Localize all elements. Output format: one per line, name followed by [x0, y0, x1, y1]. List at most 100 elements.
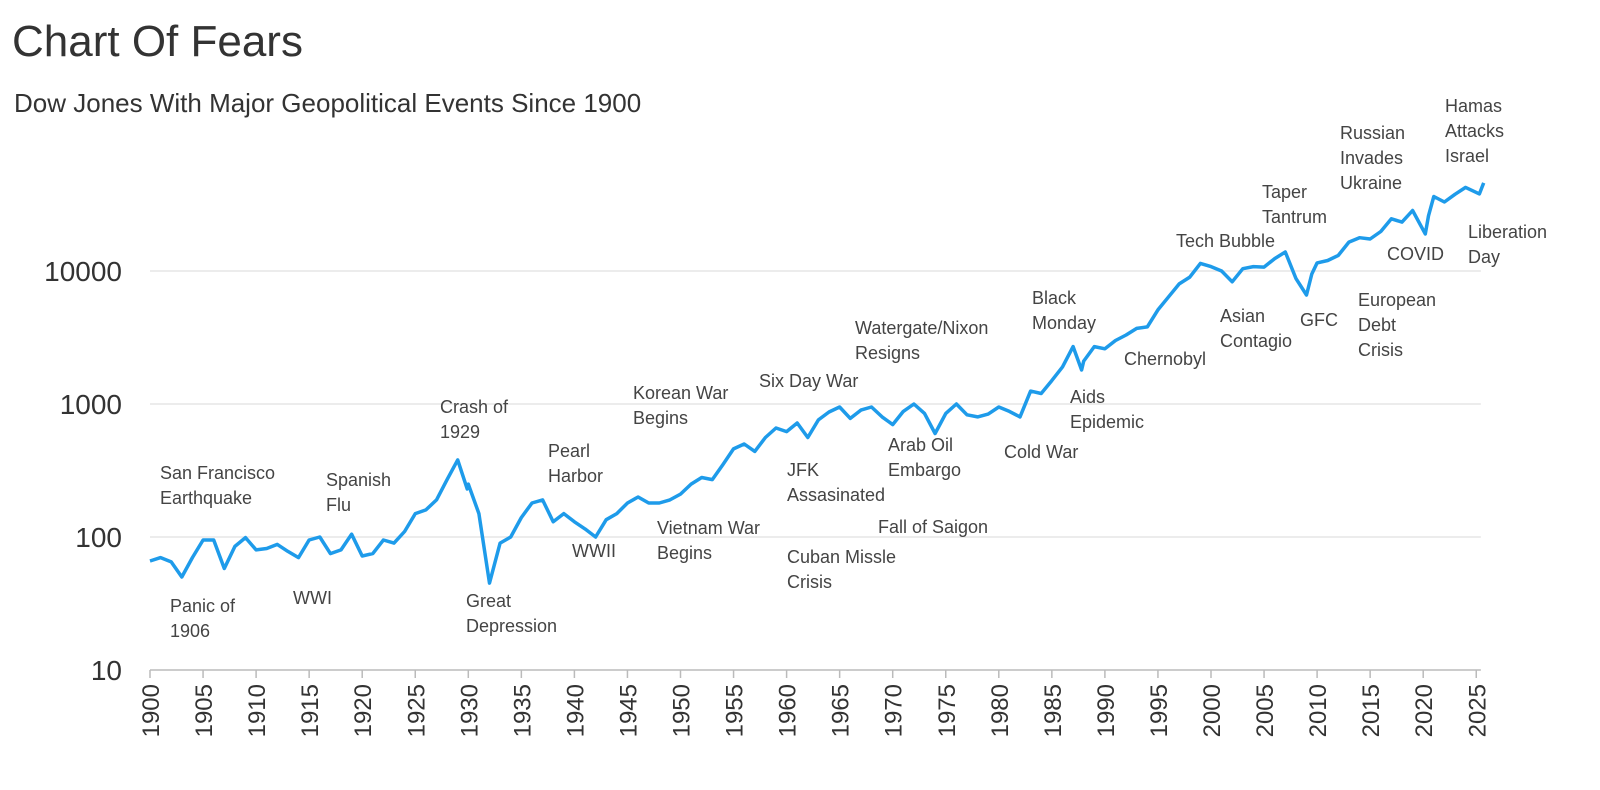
x-tick-label: 1920 — [350, 684, 377, 737]
x-tick-label: 1955 — [722, 684, 749, 737]
annotation: Cold War — [1004, 442, 1078, 462]
annotation-line: Russian — [1340, 123, 1405, 143]
annotation-line: JFK — [787, 460, 819, 480]
chart-subtitle: Dow Jones With Major Geopolitical Events… — [14, 88, 641, 118]
annotation-line: Epidemic — [1070, 412, 1144, 432]
annotation-line: Ukraine — [1340, 173, 1402, 193]
annotation-line: Vietnam War — [657, 518, 760, 538]
annotation: Korean War Begins — [633, 383, 728, 428]
annotation: Panic of 1906 — [170, 596, 236, 641]
annotation: Fall of Saigon — [878, 517, 988, 537]
annotation-line: Tech Bubble — [1176, 231, 1275, 251]
annotation-line: Invades — [1340, 148, 1403, 168]
y-tick-label: 10 — [91, 655, 122, 686]
annotation: Cuban Missle Crisis — [787, 547, 896, 592]
annotation-line: Depression — [466, 616, 557, 636]
annotation: Chernobyl — [1124, 349, 1206, 369]
annotation: Taper Tantrum — [1262, 182, 1327, 227]
annotation: Arab Oil Embargo — [888, 435, 961, 480]
x-tick-label: 1900 — [138, 684, 165, 737]
annotation: European Debt Crisis — [1358, 290, 1436, 360]
annotation-line: Cuban Missle — [787, 547, 896, 567]
x-tick-label: 1945 — [615, 684, 642, 737]
y-tick-label: 100 — [75, 522, 122, 553]
annotation: Liberation Day — [1468, 222, 1547, 267]
annotation-line: Aids — [1070, 387, 1105, 407]
annotation: WWII — [572, 541, 616, 561]
annotation-line: San Francisco — [160, 463, 275, 483]
annotation-line: 1929 — [440, 422, 480, 442]
annotation-line: Black — [1032, 288, 1077, 308]
x-tick-label: 1950 — [669, 684, 696, 737]
x-tick-label: 2015 — [1358, 684, 1385, 737]
annotation: Aids Epidemic — [1070, 387, 1144, 432]
annotation-line: Fall of Saigon — [878, 517, 988, 537]
annotation-line: Spanish — [326, 470, 391, 490]
annotation: San Francisco Earthquake — [160, 463, 275, 508]
x-tick-label: 1980 — [987, 684, 1014, 737]
annotation-line: Arab Oil — [888, 435, 953, 455]
x-tick-label: 1990 — [1093, 684, 1120, 737]
annotation: Tech Bubble — [1176, 231, 1275, 251]
annotation: Pearl Harbor — [548, 441, 603, 486]
annotation-line: 1906 — [170, 621, 210, 641]
y-tick-label: 1000 — [60, 389, 122, 420]
x-tick-label: 2000 — [1199, 684, 1226, 737]
annotation-line: Flu — [326, 495, 351, 515]
annotation-line: Day — [1468, 247, 1500, 267]
annotation-line: Korean War — [633, 383, 728, 403]
annotation-line: Hamas — [1445, 96, 1502, 116]
annotation: Crash of 1929 — [440, 397, 509, 442]
annotation-line: Asian — [1220, 306, 1265, 326]
annotation-line: Panic of — [170, 596, 236, 616]
annotation-line: Liberation — [1468, 222, 1547, 242]
annotation-line: Cold War — [1004, 442, 1078, 462]
x-tick-label: 1905 — [191, 684, 218, 737]
annotation: Black Monday — [1032, 288, 1096, 333]
annotation: JFK Assasinated — [787, 460, 885, 505]
annotation: Vietnam War Begins — [657, 518, 760, 563]
annotation-line: Earthquake — [160, 488, 252, 508]
y-tick-label: 10000 — [44, 256, 122, 287]
data-line — [149, 182, 1486, 585]
annotation-line: Taper — [1262, 182, 1307, 202]
annotation-line: Chernobyl — [1124, 349, 1206, 369]
annotation: Great Depression — [466, 591, 557, 636]
annotation-line: European — [1358, 290, 1436, 310]
annotation: Watergate/Nixon Resigns — [855, 318, 988, 363]
x-tick-label: 1935 — [509, 684, 536, 737]
annotation: GFC — [1300, 310, 1338, 330]
annotation-line: Assasinated — [787, 485, 885, 505]
annotation-line: Tantrum — [1262, 207, 1327, 227]
annotation-line: Crash of — [440, 397, 509, 417]
annotation-line: Pearl — [548, 441, 590, 461]
annotation-line: GFC — [1300, 310, 1338, 330]
annotation-line: Great — [466, 591, 511, 611]
x-tick-label: 1940 — [562, 684, 589, 737]
annotation-line: Crisis — [1358, 340, 1403, 360]
annotation-line: Harbor — [548, 466, 603, 486]
annotation-line: Six Day War — [759, 371, 858, 391]
x-tick-label: 1915 — [297, 684, 324, 737]
annotation-line: Resigns — [855, 343, 920, 363]
annotation-line: Monday — [1032, 313, 1096, 333]
annotation: Six Day War — [759, 371, 858, 391]
annotation-line: COVID — [1387, 244, 1444, 264]
annotation-line: Contagio — [1220, 331, 1292, 351]
x-tick-label: 1965 — [828, 684, 855, 737]
annotation-line: Watergate/Nixon — [855, 318, 988, 338]
annotation: Asian Contagio — [1220, 306, 1292, 351]
annotation-line: Israel — [1445, 146, 1489, 166]
annotation-line: Embargo — [888, 460, 961, 480]
x-tick-label: 1960 — [775, 684, 802, 737]
annotation: Spanish Flu — [326, 470, 391, 515]
x-tick-label: 2025 — [1464, 684, 1491, 737]
annotation: WWI — [293, 588, 332, 608]
annotation: Russian Invades Ukraine — [1340, 123, 1405, 193]
x-tick-label: 2005 — [1252, 684, 1279, 737]
annotation-line: Begins — [657, 543, 712, 563]
x-tick-label: 1995 — [1146, 684, 1173, 737]
annotation-line: Crisis — [787, 572, 832, 592]
x-tick-label: 1910 — [244, 684, 271, 737]
